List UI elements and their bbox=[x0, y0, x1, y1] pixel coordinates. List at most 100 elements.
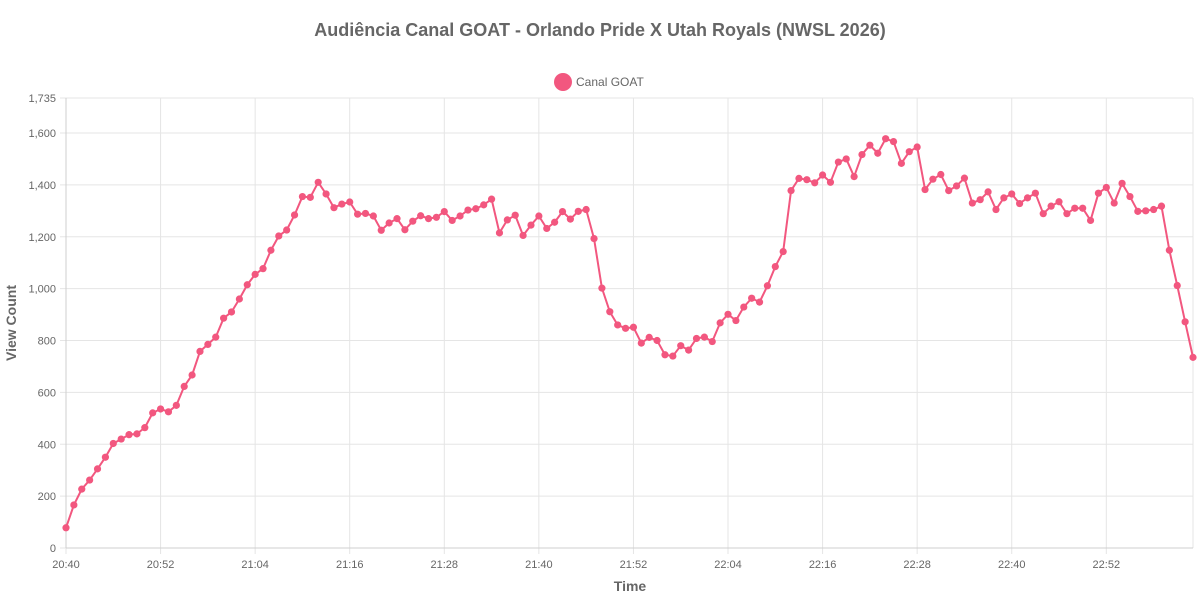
data-point[interactable] bbox=[779, 247, 787, 256]
data-point[interactable] bbox=[1110, 199, 1118, 207]
data-point[interactable] bbox=[440, 208, 448, 216]
data-point[interactable] bbox=[283, 226, 291, 234]
data-point[interactable] bbox=[874, 149, 882, 157]
data-point[interactable] bbox=[78, 485, 86, 493]
data-point[interactable] bbox=[511, 211, 519, 219]
data-point[interactable] bbox=[86, 476, 94, 484]
data-point[interactable] bbox=[732, 316, 740, 325]
data-point[interactable] bbox=[629, 323, 638, 331]
data-point[interactable] bbox=[913, 143, 921, 151]
data-point[interactable] bbox=[275, 232, 283, 240]
legend[interactable]: Canal GOAT bbox=[554, 73, 644, 91]
data-point[interactable] bbox=[976, 196, 984, 204]
data-point[interactable] bbox=[850, 172, 858, 181]
data-point[interactable] bbox=[385, 219, 393, 227]
data-point[interactable] bbox=[1173, 281, 1181, 290]
data-point[interactable] bbox=[795, 174, 803, 182]
data-point[interactable] bbox=[1063, 210, 1071, 218]
data-point[interactable] bbox=[1008, 190, 1016, 198]
data-point[interactable] bbox=[235, 295, 243, 303]
data-point[interactable] bbox=[204, 340, 212, 348]
data-point[interactable] bbox=[771, 262, 779, 271]
data-point[interactable] bbox=[755, 298, 764, 306]
data-point[interactable] bbox=[952, 182, 961, 190]
data-point[interactable] bbox=[212, 333, 220, 341]
data-point[interactable] bbox=[243, 281, 251, 289]
data-point[interactable] bbox=[464, 206, 472, 214]
data-point[interactable] bbox=[338, 200, 346, 208]
data-point[interactable] bbox=[180, 382, 188, 391]
data-point[interactable] bbox=[968, 199, 976, 207]
data-point[interactable] bbox=[1142, 207, 1150, 215]
data-point[interactable] bbox=[1071, 204, 1079, 212]
data-point[interactable] bbox=[598, 284, 606, 292]
data-point[interactable] bbox=[1118, 179, 1126, 187]
data-point[interactable] bbox=[992, 205, 1000, 214]
data-point[interactable] bbox=[661, 351, 669, 359]
data-point[interactable] bbox=[1134, 207, 1142, 215]
data-point[interactable] bbox=[314, 178, 322, 186]
data-point[interactable] bbox=[188, 371, 196, 379]
data-point[interactable] bbox=[1031, 189, 1039, 197]
data-point[interactable] bbox=[590, 234, 598, 243]
data-point[interactable] bbox=[700, 333, 708, 341]
data-point[interactable] bbox=[298, 192, 307, 201]
data-point[interactable] bbox=[361, 209, 370, 218]
data-point[interactable] bbox=[811, 179, 819, 187]
data-point[interactable] bbox=[818, 171, 827, 179]
data-point[interactable] bbox=[1126, 192, 1134, 201]
data-point[interactable] bbox=[708, 337, 716, 346]
data-point[interactable] bbox=[141, 424, 149, 432]
data-point[interactable] bbox=[487, 195, 496, 203]
data-point[interactable] bbox=[1102, 183, 1110, 192]
data-point[interactable] bbox=[921, 185, 929, 194]
data-point[interactable] bbox=[267, 246, 275, 254]
data-point[interactable] bbox=[495, 229, 504, 237]
data-point[interactable] bbox=[369, 212, 377, 220]
data-point[interactable] bbox=[93, 465, 102, 473]
data-point[interactable] bbox=[621, 324, 630, 332]
data-point[interactable] bbox=[448, 216, 456, 225]
data-point[interactable] bbox=[164, 408, 173, 416]
data-point[interactable] bbox=[401, 226, 409, 234]
data-point[interactable] bbox=[109, 439, 117, 448]
data-point[interactable] bbox=[787, 186, 795, 195]
data-point[interactable] bbox=[803, 176, 811, 184]
data-point[interactable] bbox=[535, 212, 543, 220]
data-point[interactable] bbox=[330, 204, 338, 212]
data-point[interactable] bbox=[149, 409, 157, 417]
data-point[interactable] bbox=[692, 334, 701, 343]
data-point[interactable] bbox=[566, 215, 574, 223]
data-point[interactable] bbox=[653, 336, 661, 345]
data-point[interactable] bbox=[858, 150, 866, 159]
data-point[interactable] bbox=[677, 342, 685, 350]
data-point[interactable] bbox=[984, 188, 992, 196]
data-point[interactable] bbox=[1023, 194, 1032, 202]
data-point[interactable] bbox=[1149, 205, 1158, 214]
data-point[interactable] bbox=[582, 205, 590, 214]
data-point[interactable] bbox=[196, 347, 204, 355]
data-point[interactable] bbox=[889, 137, 898, 146]
data-point[interactable] bbox=[424, 215, 433, 223]
data-point[interactable] bbox=[227, 308, 236, 316]
data-point[interactable] bbox=[306, 193, 314, 201]
data-point[interactable] bbox=[472, 205, 480, 213]
data-point[interactable] bbox=[62, 524, 70, 532]
data-point[interactable] bbox=[669, 352, 677, 360]
data-point[interactable] bbox=[101, 453, 110, 461]
data-point[interactable] bbox=[456, 212, 464, 220]
data-point[interactable] bbox=[1047, 202, 1055, 210]
data-point[interactable] bbox=[945, 186, 953, 195]
data-point[interactable] bbox=[1189, 353, 1197, 361]
data-point[interactable] bbox=[866, 141, 874, 149]
data-point[interactable] bbox=[322, 190, 330, 198]
data-point[interactable] bbox=[354, 210, 362, 218]
data-point[interactable] bbox=[259, 265, 267, 273]
data-point[interactable] bbox=[377, 226, 385, 234]
data-point[interactable] bbox=[70, 501, 78, 509]
data-point[interactable] bbox=[905, 148, 913, 156]
data-point[interactable] bbox=[929, 175, 937, 183]
data-point[interactable] bbox=[897, 159, 906, 167]
data-point[interactable] bbox=[1055, 198, 1063, 206]
data-point[interactable] bbox=[519, 231, 527, 240]
